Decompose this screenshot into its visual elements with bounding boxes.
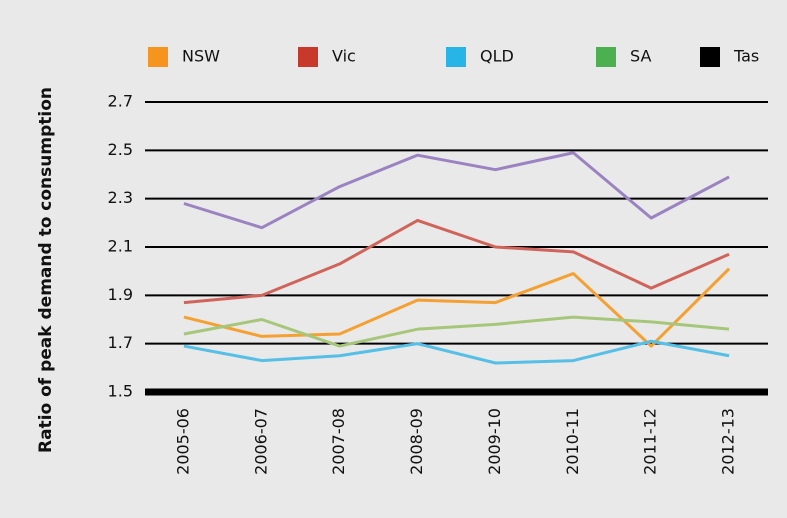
legend-swatch — [298, 47, 318, 67]
legend-swatch — [596, 47, 616, 67]
y-tick-label: 2.5 — [108, 140, 133, 159]
y-tick-label: 2.7 — [108, 92, 133, 111]
legend-label: Tas — [733, 47, 759, 66]
x-tick-label: 2009-10 — [485, 408, 504, 475]
series-line — [183, 267, 731, 348]
x-tick-label: 2008-09 — [407, 408, 426, 475]
legend-swatch — [446, 47, 466, 67]
y-tick-label: 1.5 — [108, 382, 133, 401]
y-tick-label: 1.7 — [108, 333, 133, 352]
series-line — [183, 339, 730, 365]
y-tick-label: 2.3 — [108, 188, 133, 207]
legend-label: NSW — [182, 47, 220, 66]
x-tick-label: 2011-12 — [641, 408, 660, 475]
x-tick-label: 2006-07 — [251, 408, 270, 475]
series-line — [183, 218, 730, 305]
legend-label: SA — [630, 47, 651, 66]
legend-label: Vic — [332, 47, 356, 66]
y-tick-label: 2.1 — [108, 237, 133, 256]
legend-label: QLD — [480, 47, 514, 66]
series-line — [183, 151, 730, 230]
x-tick-label: 2012-13 — [719, 408, 738, 475]
legend-swatch — [700, 47, 720, 67]
y-tick-label: 1.9 — [108, 285, 133, 304]
y-axis-label: Ratio of peak demand to consumption — [36, 87, 56, 453]
x-tick-label: 2005-06 — [173, 408, 192, 475]
series-line — [183, 315, 730, 348]
x-tick-label: 2007-08 — [329, 408, 348, 475]
x-tick-label: 2010-11 — [563, 408, 582, 475]
legend-swatch — [148, 47, 168, 67]
